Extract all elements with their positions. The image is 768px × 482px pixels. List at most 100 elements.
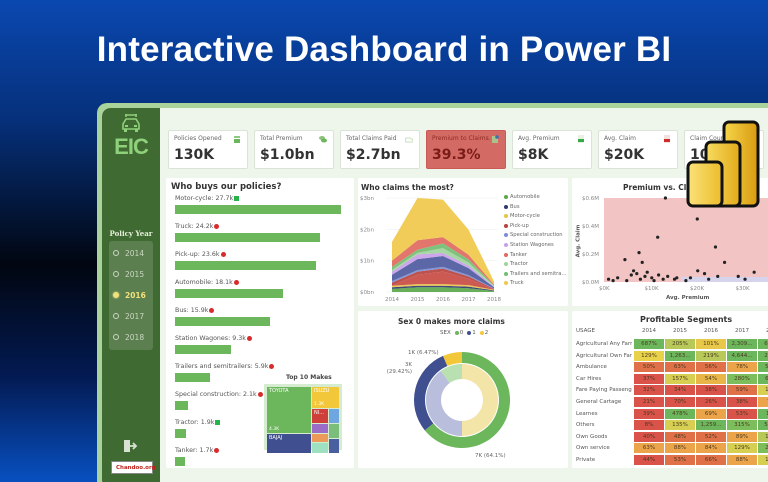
kpi-avg-premium[interactable]: Avg. Premium $8K xyxy=(512,130,592,169)
heatmap-cell[interactable]: 40% xyxy=(634,431,664,442)
scatter-point[interactable] xyxy=(736,274,740,278)
heatmap-cell[interactable]: 157% xyxy=(665,373,695,384)
year-option-2014[interactable]: 2014 xyxy=(113,246,153,260)
area-series[interactable] xyxy=(392,243,494,287)
heatmap-cell[interactable]: 39% xyxy=(634,408,664,419)
scatter-point[interactable] xyxy=(616,276,620,280)
scatter-point[interactable] xyxy=(645,270,649,274)
scatter-point[interactable] xyxy=(666,274,670,278)
area-series[interactable] xyxy=(392,266,494,289)
area-series[interactable] xyxy=(392,287,494,292)
kpi-premium-to-claims[interactable]: Premium to Claims... 39.3% xyxy=(426,130,506,169)
scatter-point[interactable] xyxy=(657,273,661,277)
bar[interactable] xyxy=(175,261,317,270)
legend-item[interactable]: Pick-up xyxy=(504,223,529,229)
legend-item[interactable]: Tanker xyxy=(504,252,527,258)
legend-item[interactable]: Automobile xyxy=(504,194,540,200)
scatter-point[interactable] xyxy=(716,274,720,278)
exit-icon[interactable] xyxy=(122,438,138,454)
heatmap-cell[interactable]: 63% xyxy=(634,443,664,454)
heatmap-cell[interactable]: 53% xyxy=(665,455,695,465)
heatmap-cell[interactable]: 197% xyxy=(758,431,768,442)
heatmap-cell[interactable]: 662% xyxy=(758,373,768,384)
scatter-point[interactable] xyxy=(696,269,700,273)
scatter-point[interactable] xyxy=(637,251,641,255)
heatmap-cell[interactable]: 78% xyxy=(727,362,757,373)
heatmap-cell[interactable]: 101% xyxy=(696,339,726,349)
bar-row[interactable]: Bus: 15.9k xyxy=(175,307,271,326)
heatmap-cell[interactable]: 70% xyxy=(758,397,768,407)
heatmap-cell[interactable]: 48% xyxy=(665,431,695,442)
heatmap-cell[interactable]: 315% xyxy=(727,420,757,431)
scatter-point[interactable] xyxy=(675,276,679,280)
bar-row[interactable]: Truck: 24.2k xyxy=(175,223,321,242)
heatmap-cell[interactable]: 129% xyxy=(634,350,664,361)
scatter-point[interactable] xyxy=(707,277,711,281)
heatmap-cell[interactable]: 52% xyxy=(696,431,726,442)
treemap-tile[interactable]: ISUZU 1.3K xyxy=(312,387,339,408)
heatmap-cell[interactable]: 50% xyxy=(634,362,664,373)
treemap-tile[interactable] xyxy=(312,434,328,442)
scatter-point[interactable] xyxy=(640,260,644,264)
kpi-total-premium[interactable]: Total Premium $1.0bn xyxy=(254,130,334,169)
donut-inner-slice[interactable] xyxy=(426,370,462,436)
scatter-point[interactable] xyxy=(695,217,699,221)
bar-row[interactable]: Trailers and semitrailers: 5.9k xyxy=(175,363,275,382)
bar[interactable] xyxy=(175,457,186,466)
area-series[interactable] xyxy=(392,255,494,289)
area-series[interactable] xyxy=(392,248,494,287)
scatter-point[interactable] xyxy=(743,277,747,281)
scatter-point[interactable] xyxy=(650,276,654,280)
heatmap-cell[interactable]: 88% xyxy=(727,455,757,465)
bar[interactable] xyxy=(175,205,341,214)
scatter-point[interactable] xyxy=(631,269,636,273)
heatmap-cell[interactable]: 37% xyxy=(634,373,664,384)
heatmap-cell[interactable]: 38% xyxy=(727,397,757,407)
legend-item[interactable]: Special construction xyxy=(504,232,563,238)
heatmap-cell[interactable]: 32% xyxy=(634,385,664,396)
heatmap-cell[interactable]: 63% xyxy=(665,362,695,373)
heatmap-cell[interactable]: 167% xyxy=(758,385,768,396)
heatmap-cell[interactable]: 168% xyxy=(758,455,768,465)
treemap-tile[interactable] xyxy=(329,439,339,453)
heatmap-cell[interactable]: 8% xyxy=(634,420,664,431)
bar-row[interactable]: Automobile: 18.1k xyxy=(175,279,284,298)
legend-item[interactable]: Trailers and semitra... xyxy=(504,271,566,277)
heatmap-cell[interactable]: 219% xyxy=(696,350,726,361)
bar[interactable] xyxy=(175,317,271,326)
heatmap-cell[interactable]: 26% xyxy=(696,397,726,407)
treemap-tile[interactable] xyxy=(329,424,339,438)
bar[interactable] xyxy=(175,233,321,242)
bar-row[interactable]: Tractor: 1.9k xyxy=(175,419,221,438)
bar-row[interactable]: Special construction: 2.1k xyxy=(175,391,263,410)
heatmap-cell[interactable]: 44% xyxy=(634,455,664,465)
heatmap-cell[interactable]: 53% xyxy=(727,408,757,419)
heatmap-cell[interactable]: 88% xyxy=(665,443,695,454)
year-option-2015[interactable]: 2015 xyxy=(113,267,153,281)
heatmap-cell[interactable]: 4,644... xyxy=(727,350,757,361)
heatmap-cell[interactable]: 70% xyxy=(665,397,695,407)
scatter-point[interactable] xyxy=(722,260,727,264)
area-series[interactable] xyxy=(392,198,494,285)
kpi-total-claims-paid[interactable]: Total Claims Paid $2.7bn xyxy=(340,130,420,169)
heatmap-cell[interactable]: 1,259... xyxy=(696,420,726,431)
heatmap-cell[interactable]: 56% xyxy=(696,362,726,373)
legend-item[interactable]: Motor-cycle xyxy=(504,213,540,219)
heatmap-cell[interactable]: 1,263... xyxy=(665,350,695,361)
heatmap-cell[interactable]: 66% xyxy=(696,455,726,465)
heatmap-cell[interactable]: 84% xyxy=(696,443,726,454)
scatter-point[interactable] xyxy=(629,273,633,277)
heatmap-cell[interactable]: 6,11... xyxy=(758,339,768,349)
scatter-point[interactable] xyxy=(752,270,756,274)
area-series[interactable] xyxy=(392,237,494,286)
heatmap-cell[interactable]: 129% xyxy=(727,443,757,454)
legend-item[interactable]: Bus xyxy=(504,204,520,210)
area-series[interactable] xyxy=(392,268,494,290)
donut-outer-slice[interactable] xyxy=(424,352,510,448)
donut-outer-slice[interactable] xyxy=(414,355,448,431)
legend-item[interactable]: Station Wagones xyxy=(504,242,554,248)
scatter-point[interactable] xyxy=(656,235,660,239)
bar[interactable] xyxy=(175,429,187,438)
donut-inner-slice[interactable] xyxy=(462,364,498,436)
heatmap-cell[interactable]: 2,95... xyxy=(758,350,768,361)
